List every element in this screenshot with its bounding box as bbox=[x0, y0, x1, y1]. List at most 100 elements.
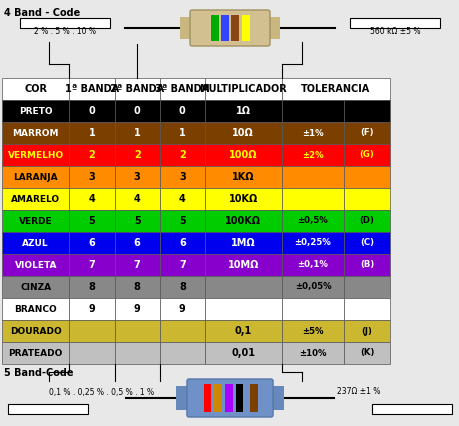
Text: 9: 9 bbox=[89, 304, 95, 314]
Bar bbox=[281, 210, 344, 232]
Bar bbox=[268, 17, 280, 39]
Text: 5: 5 bbox=[89, 216, 95, 226]
Text: 1Ω: 1Ω bbox=[235, 106, 250, 116]
Bar bbox=[344, 298, 389, 320]
Text: 1ª BANDA: 1ª BANDA bbox=[65, 84, 119, 94]
Bar bbox=[114, 122, 159, 144]
Bar bbox=[159, 342, 204, 364]
Bar bbox=[114, 298, 159, 320]
Text: (J): (J) bbox=[361, 326, 372, 336]
Bar bbox=[204, 276, 281, 298]
Bar bbox=[69, 144, 114, 166]
Text: MULTIPLICADOR: MULTIPLICADOR bbox=[199, 84, 286, 94]
Bar bbox=[344, 100, 389, 122]
Bar bbox=[281, 188, 344, 210]
Text: AMARELO: AMARELO bbox=[11, 195, 60, 204]
Text: 4 Band - Code: 4 Band - Code bbox=[4, 8, 80, 18]
Text: ±0,05%: ±0,05% bbox=[294, 282, 330, 291]
Text: 6: 6 bbox=[134, 238, 140, 248]
Bar bbox=[69, 298, 114, 320]
Bar bbox=[344, 210, 389, 232]
Bar bbox=[2, 254, 69, 276]
Bar bbox=[159, 100, 204, 122]
Text: (D): (D) bbox=[359, 216, 374, 225]
Bar bbox=[2, 100, 69, 122]
Text: 5: 5 bbox=[179, 216, 185, 226]
Bar bbox=[204, 188, 281, 210]
Bar bbox=[8, 404, 88, 414]
Text: 8: 8 bbox=[179, 282, 185, 292]
Bar bbox=[204, 100, 281, 122]
Text: 560 kΩ ±5 %: 560 kΩ ±5 % bbox=[369, 28, 420, 37]
Text: 8: 8 bbox=[89, 282, 95, 292]
Text: ±0,1%: ±0,1% bbox=[297, 261, 328, 270]
Text: 1MΩ: 1MΩ bbox=[230, 238, 255, 248]
Bar bbox=[220, 15, 229, 41]
Bar bbox=[159, 144, 204, 166]
Bar bbox=[2, 232, 69, 254]
Text: 0,01: 0,01 bbox=[231, 348, 255, 358]
Bar bbox=[204, 298, 281, 320]
Bar bbox=[69, 78, 114, 100]
Text: 5 Band-Code: 5 Band-Code bbox=[4, 368, 73, 378]
Text: VERMELHO: VERMELHO bbox=[8, 150, 64, 159]
Text: PRATEADO: PRATEADO bbox=[9, 348, 63, 357]
Bar bbox=[344, 276, 389, 298]
Bar bbox=[281, 276, 344, 298]
Bar bbox=[159, 188, 204, 210]
Text: ±10%: ±10% bbox=[299, 348, 326, 357]
Bar bbox=[114, 166, 159, 188]
Bar bbox=[2, 122, 69, 144]
Bar bbox=[241, 15, 249, 41]
Text: 1: 1 bbox=[134, 128, 140, 138]
Bar bbox=[114, 100, 159, 122]
Text: (G): (G) bbox=[359, 150, 374, 159]
Bar bbox=[2, 320, 69, 342]
Text: 0: 0 bbox=[134, 106, 140, 116]
Bar bbox=[69, 276, 114, 298]
Bar bbox=[114, 276, 159, 298]
Bar bbox=[69, 100, 114, 122]
Text: 2ª BANDA: 2ª BANDA bbox=[110, 84, 164, 94]
Bar bbox=[2, 144, 69, 166]
Text: 4: 4 bbox=[89, 194, 95, 204]
Text: 8: 8 bbox=[134, 282, 140, 292]
Bar bbox=[344, 320, 389, 342]
Text: 7: 7 bbox=[89, 260, 95, 270]
Text: DOURADO: DOURADO bbox=[10, 326, 62, 336]
Bar bbox=[214, 384, 221, 412]
Text: ±5%: ±5% bbox=[302, 326, 323, 336]
Text: COR: COR bbox=[24, 84, 47, 94]
Bar bbox=[114, 188, 159, 210]
Bar bbox=[281, 298, 344, 320]
Bar bbox=[69, 166, 114, 188]
Text: 0,1: 0,1 bbox=[234, 326, 251, 336]
Text: (C): (C) bbox=[359, 239, 373, 248]
Bar bbox=[159, 210, 204, 232]
Bar bbox=[114, 320, 159, 342]
Bar bbox=[114, 78, 159, 100]
Text: 0: 0 bbox=[89, 106, 95, 116]
Bar bbox=[204, 210, 281, 232]
Bar bbox=[344, 166, 389, 188]
Bar bbox=[159, 254, 204, 276]
Text: 10Ω: 10Ω bbox=[232, 128, 253, 138]
Text: 2: 2 bbox=[89, 150, 95, 160]
Text: 7: 7 bbox=[179, 260, 185, 270]
Text: ±1%: ±1% bbox=[302, 129, 323, 138]
Bar bbox=[204, 254, 281, 276]
Text: 3ª BANDA: 3ª BANDA bbox=[155, 84, 209, 94]
FancyBboxPatch shape bbox=[190, 10, 269, 46]
Text: VERDE: VERDE bbox=[19, 216, 52, 225]
Bar bbox=[114, 210, 159, 232]
Bar bbox=[281, 100, 344, 122]
Text: ±0,5%: ±0,5% bbox=[297, 216, 328, 225]
Bar bbox=[204, 232, 281, 254]
Text: ±0,25%: ±0,25% bbox=[294, 239, 330, 248]
Bar bbox=[344, 232, 389, 254]
Bar bbox=[270, 386, 283, 409]
Text: AZUL: AZUL bbox=[22, 239, 49, 248]
Text: TOLERANCIA: TOLERANCIA bbox=[300, 84, 369, 94]
Bar bbox=[69, 254, 114, 276]
Bar bbox=[2, 276, 69, 298]
